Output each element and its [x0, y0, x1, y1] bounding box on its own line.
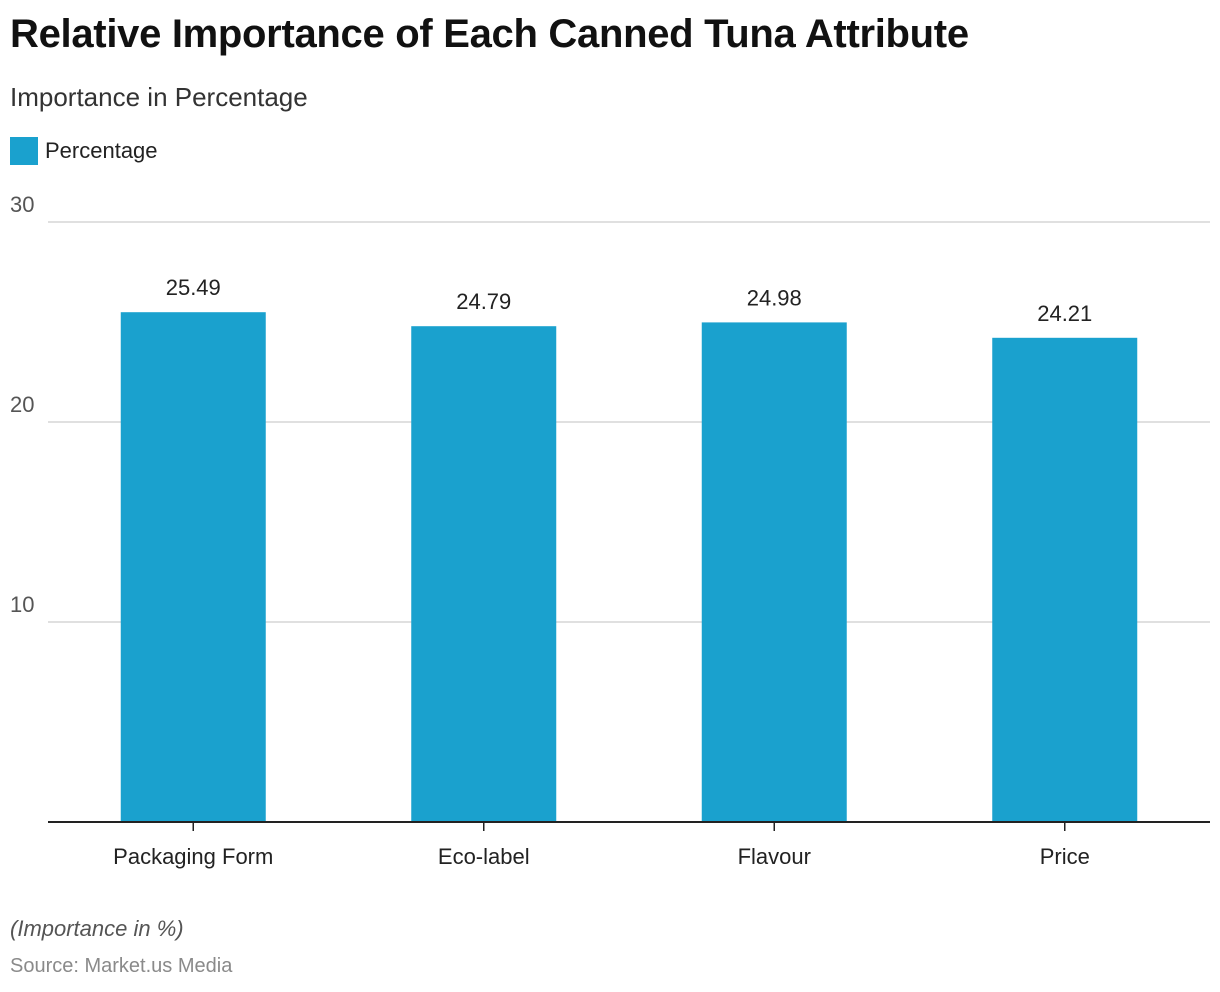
data-label: 25.49	[166, 275, 221, 300]
x-tick-label: Price	[1040, 844, 1090, 869]
bar	[120, 312, 266, 822]
bar	[701, 322, 847, 822]
bar	[411, 326, 557, 822]
data-label: 24.98	[747, 285, 802, 310]
y-tick-label: 30	[10, 192, 34, 217]
data-label: 24.21	[1037, 301, 1092, 326]
x-tick-label: Eco-label	[438, 844, 530, 869]
footnote: (Importance in %)	[10, 916, 184, 941]
y-tick-label: 10	[10, 592, 34, 617]
legend-swatch	[10, 137, 38, 165]
chart-subtitle: Importance in Percentage	[10, 82, 308, 112]
bars	[120, 312, 1138, 822]
bar-chart: 10 20 30 25.49 24.79 24.98 24.21 Packaging Fo…	[10, 192, 1210, 869]
x-tick-label: Packaging Form	[113, 844, 273, 869]
x-tick-label: Flavour	[738, 844, 811, 869]
source-note: Source: Market.us Media	[10, 955, 233, 977]
bar	[992, 337, 1138, 822]
data-label: 24.79	[456, 289, 511, 314]
legend: Percentage	[10, 137, 158, 165]
value-labels: 25.49 24.79 24.98 24.21	[166, 275, 1093, 326]
y-tick-label: 20	[10, 392, 34, 417]
chart-title: Relative Importance of Each Canned Tuna …	[10, 12, 969, 56]
y-axis-ticks: 10 20 30	[10, 192, 34, 617]
legend-label: Percentage	[45, 138, 158, 163]
x-axis-ticks: Packaging Form Eco-label Flavour Price	[113, 822, 1090, 869]
